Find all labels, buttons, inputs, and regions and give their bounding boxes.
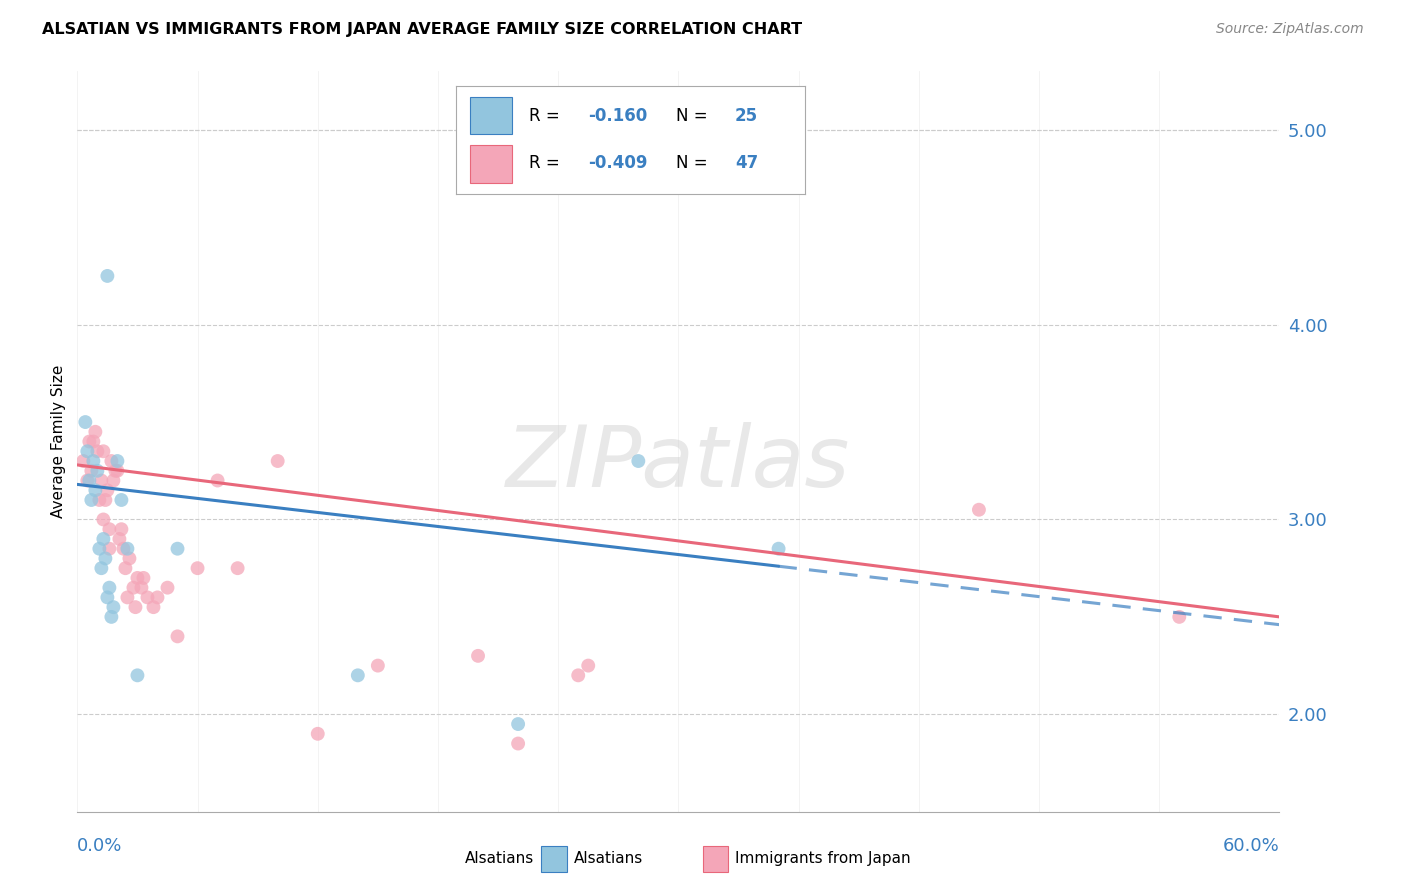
Point bbox=[136, 591, 159, 605]
Point bbox=[118, 551, 141, 566]
Point bbox=[124, 600, 146, 615]
Point bbox=[112, 541, 135, 556]
Point bbox=[94, 551, 117, 566]
Point bbox=[90, 474, 112, 488]
Point bbox=[156, 581, 179, 595]
Point bbox=[107, 464, 129, 478]
Point bbox=[1168, 610, 1191, 624]
Point bbox=[80, 493, 103, 508]
Point bbox=[627, 454, 650, 468]
Point bbox=[86, 444, 108, 458]
Point bbox=[82, 454, 104, 468]
Point bbox=[104, 464, 127, 478]
Point bbox=[346, 668, 368, 682]
Point bbox=[967, 502, 990, 516]
Point bbox=[75, 415, 97, 429]
Point bbox=[186, 561, 209, 575]
Point bbox=[96, 268, 118, 283]
Point bbox=[79, 474, 101, 488]
Text: 60.0%: 60.0% bbox=[1223, 837, 1279, 855]
Point bbox=[114, 561, 136, 575]
Text: ALSATIAN VS IMMIGRANTS FROM JAPAN AVERAGE FAMILY SIZE CORRELATION CHART: ALSATIAN VS IMMIGRANTS FROM JAPAN AVERAG… bbox=[42, 22, 803, 37]
Point bbox=[127, 571, 149, 585]
Point bbox=[72, 454, 94, 468]
Point bbox=[508, 737, 530, 751]
Point bbox=[76, 444, 98, 458]
Point bbox=[117, 541, 139, 556]
Point bbox=[98, 581, 121, 595]
Point bbox=[117, 591, 139, 605]
Point bbox=[127, 668, 149, 682]
Point bbox=[207, 474, 229, 488]
Point bbox=[131, 581, 153, 595]
Point bbox=[82, 434, 104, 449]
Point bbox=[94, 493, 117, 508]
Point bbox=[86, 464, 108, 478]
Text: Alsatians: Alsatians bbox=[574, 851, 643, 865]
Point bbox=[103, 600, 125, 615]
Point bbox=[89, 541, 111, 556]
Point bbox=[146, 591, 169, 605]
Point bbox=[132, 571, 155, 585]
Point bbox=[576, 658, 599, 673]
Point bbox=[226, 561, 249, 575]
Text: Source: ZipAtlas.com: Source: ZipAtlas.com bbox=[1216, 22, 1364, 37]
Text: Alsatians: Alsatians bbox=[465, 851, 534, 865]
Point bbox=[93, 444, 115, 458]
Point bbox=[122, 581, 145, 595]
Text: ZIPatlas: ZIPatlas bbox=[506, 422, 851, 505]
Point bbox=[93, 512, 115, 526]
Point bbox=[96, 591, 118, 605]
Y-axis label: Average Family Size: Average Family Size bbox=[51, 365, 66, 518]
Point bbox=[96, 483, 118, 498]
Point bbox=[103, 474, 125, 488]
Point bbox=[467, 648, 489, 663]
Point bbox=[267, 454, 290, 468]
Point bbox=[166, 629, 188, 643]
Point bbox=[110, 493, 132, 508]
Point bbox=[84, 425, 107, 439]
Point bbox=[508, 717, 530, 731]
Point bbox=[80, 464, 103, 478]
Point bbox=[567, 668, 589, 682]
Point bbox=[100, 610, 122, 624]
Point bbox=[307, 727, 329, 741]
Point bbox=[98, 541, 121, 556]
Point bbox=[108, 532, 131, 546]
Text: 0.0%: 0.0% bbox=[77, 837, 122, 855]
Point bbox=[93, 532, 115, 546]
Point bbox=[98, 522, 121, 536]
Point bbox=[367, 658, 389, 673]
Point bbox=[89, 493, 111, 508]
Point bbox=[79, 434, 101, 449]
Point bbox=[100, 454, 122, 468]
Point bbox=[76, 474, 98, 488]
Point bbox=[110, 522, 132, 536]
Point bbox=[90, 561, 112, 575]
Point bbox=[107, 454, 129, 468]
Point bbox=[142, 600, 165, 615]
Point bbox=[84, 483, 107, 498]
Text: Immigrants from Japan: Immigrants from Japan bbox=[735, 851, 911, 865]
Point bbox=[768, 541, 790, 556]
Point bbox=[166, 541, 188, 556]
